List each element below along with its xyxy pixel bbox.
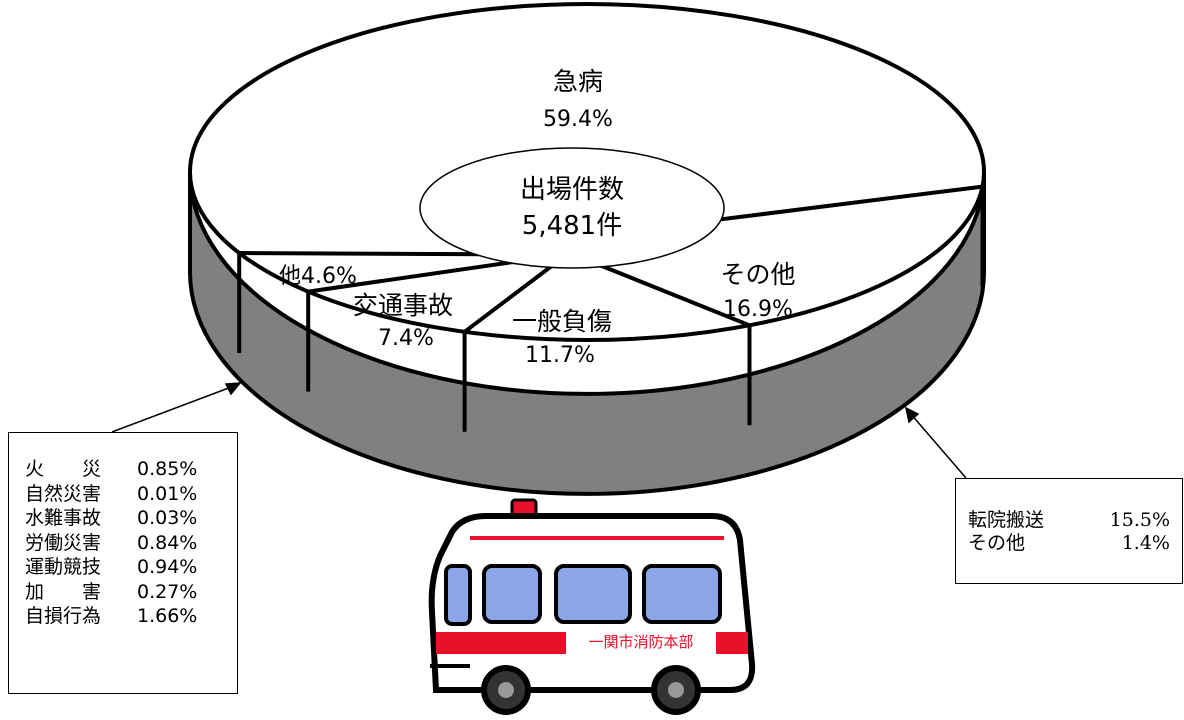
left-callout-row-value: 0.94% — [137, 556, 198, 578]
left-callout-row-value: 0.84% — [137, 531, 198, 554]
left-callout-row: 運動競技 0.94% — [25, 555, 237, 580]
left-callout-row-name: 自然災害 — [25, 482, 102, 505]
right-callout-arrow — [904, 406, 967, 479]
slice-boundary — [596, 262, 751, 328]
ambulance-illustration: 一関市消防本部 — [428, 498, 756, 715]
left-callout-row-value: 1.66% — [137, 605, 198, 627]
slice-boundary — [463, 262, 555, 334]
center-label-title: 出場件数 — [520, 175, 624, 205]
left-callout-row: 水難事故 0.03% — [25, 506, 237, 531]
right-callout-row: 転院搬送 15.5% — [968, 509, 1182, 532]
left-callout-row-name: 水難事故 — [25, 507, 102, 529]
right-callout-row-value: 1.4% — [1121, 532, 1170, 554]
left-callout-row-name: 自損行為 — [25, 605, 102, 627]
left-callout-arrow — [111, 382, 242, 433]
left-callout-row: 加 害 0.27% — [25, 580, 237, 605]
right-callout-row-name: 転院搬送 — [968, 509, 1045, 531]
left-callout-row-value: 0.85% — [137, 458, 198, 480]
slice-label-ippan-value: 11.7% — [525, 343, 595, 368]
right-callout-row: その他 1.4% — [968, 532, 1182, 555]
wheel-rear-hub — [668, 682, 684, 698]
left-callout-row-value: 0.03% — [137, 507, 198, 529]
window-1 — [482, 564, 542, 624]
slice-label-sonota-value: 16.9% — [723, 297, 793, 322]
center-hub — [419, 147, 725, 269]
stripe-label-box — [566, 624, 716, 658]
slice-label-sonota-name: その他 — [720, 260, 795, 289]
wheel-front-hub — [498, 682, 514, 698]
left-callout-row: 労働災害 0.84% — [25, 531, 237, 556]
left-callout-row-name: 運動競技 — [25, 556, 102, 578]
slice-boundary — [307, 259, 520, 294]
slice-label-ippan-name: 一般負傷 — [512, 307, 612, 336]
left-callout-row: 火 災 0.85% — [25, 457, 237, 482]
left-callout-row-name: 労働災害 — [25, 531, 102, 554]
left-callout-row-value: 0.27% — [137, 580, 198, 603]
slice-label-kotsu-value: 7.4% — [378, 326, 434, 351]
slice-boundary — [239, 251, 488, 257]
left-callout-row-value: 0.01% — [137, 482, 198, 505]
ambulance-label: 一関市消防本部 — [588, 633, 693, 651]
left-callout-row: 自損行為 1.66% — [25, 604, 237, 629]
window-front — [444, 564, 472, 626]
left-callout-row-name: 火 災 — [25, 458, 102, 480]
slice-label-other: 他4.6% — [279, 264, 357, 289]
right-breakdown-callout: 転院搬送 15.5% その他 1.4% — [955, 478, 1183, 584]
slice-boundary — [712, 184, 983, 223]
left-callout-row-name: 加 害 — [25, 580, 102, 603]
left-callout-row: 自然災害 0.01% — [25, 482, 237, 507]
slice-label-kotsu-name: 交通事故 — [353, 291, 453, 320]
center-label-count: 5,481件 — [522, 211, 622, 241]
right-callout-row-value: 15.5% — [1109, 509, 1170, 531]
slice-label-kyubyo-name: 急病 — [553, 67, 603, 96]
window-3 — [642, 564, 722, 624]
left-breakdown-callout: 火 災 0.85% 自然災害 0.01% 水難事故 0.03% 労働災害 0.84% 運動競技 0… — [8, 432, 238, 694]
right-callout-row-name: その他 — [968, 532, 1026, 554]
window-2 — [554, 564, 632, 624]
slice-label-kyubyo-value: 59.4% — [543, 107, 613, 132]
